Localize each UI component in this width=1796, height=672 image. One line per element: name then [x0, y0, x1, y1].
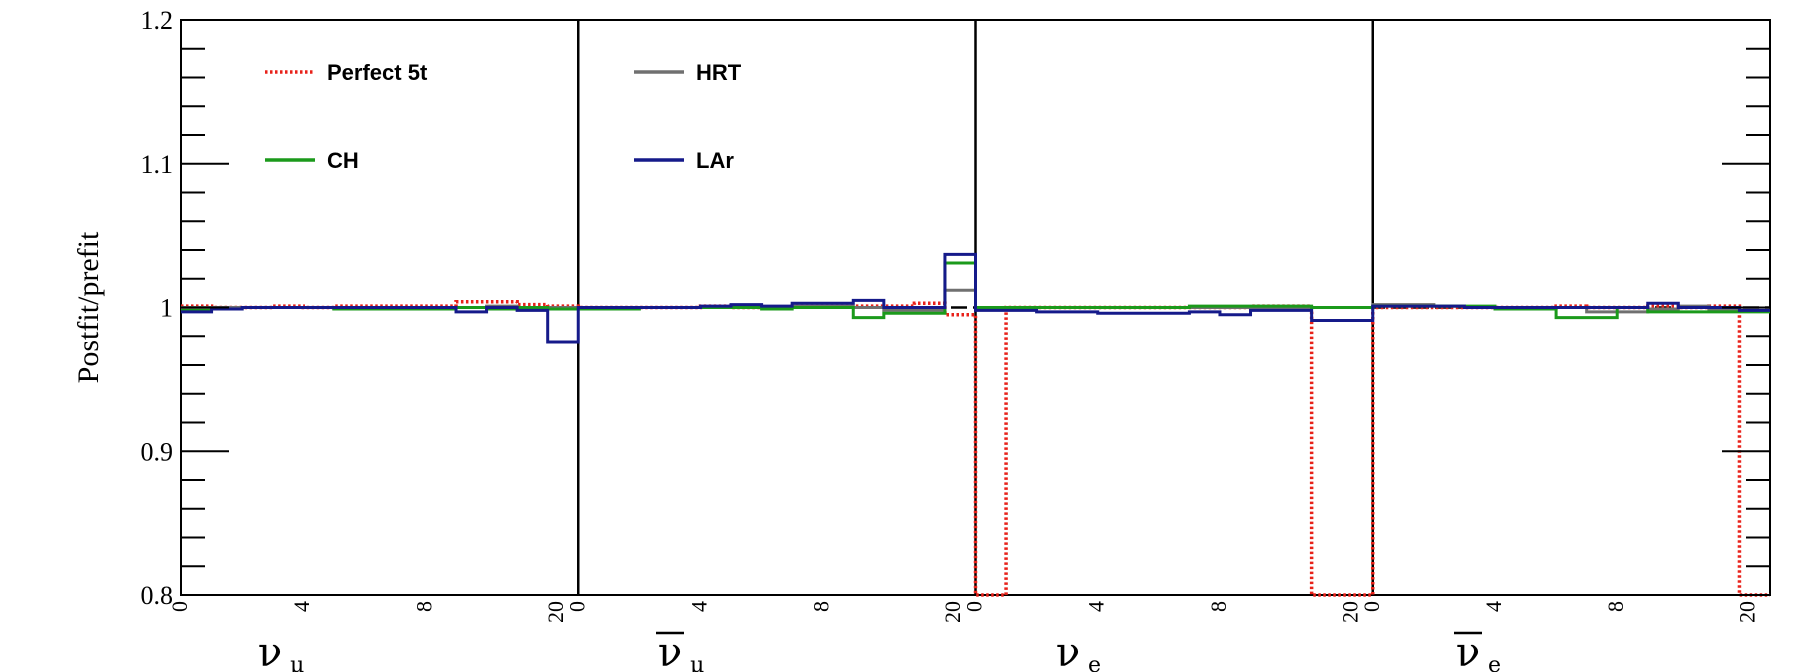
series-layer [181, 252, 1770, 597]
y-tick-label: 1.2 [141, 6, 174, 35]
section-label-subscript: e [1488, 653, 1501, 672]
x-axis: 0 4 8 200 4 8 200 4 8 200 4 8 20 [167, 601, 1760, 623]
y-tick-label: 0.9 [141, 437, 174, 466]
x-tick-label: 0 [1359, 601, 1384, 612]
section-label-symbol: ν [658, 630, 682, 672]
x-tick-label: 4 [289, 601, 314, 612]
x-tick-label: 4 [1084, 601, 1109, 612]
legend-item: CH [265, 148, 359, 173]
x-tick-label: 0 [167, 601, 192, 612]
x-tick-label: 8 [809, 601, 834, 612]
section-label-symbol: ν [1056, 630, 1080, 672]
x-tick-label: 8 [1603, 601, 1628, 612]
section-label-symbol: ν [258, 630, 282, 672]
legend: Perfect 5t HRT CH LAr [265, 60, 742, 173]
y-tick-label: 0.8 [141, 581, 174, 610]
x-tick-label: 0 [564, 601, 589, 612]
x-tick-label: 8 [411, 601, 436, 612]
legend-item: Perfect 5t [265, 60, 428, 85]
x-tick-label: 4 [686, 601, 711, 612]
section-label-symbol: ν [1456, 630, 1480, 672]
series-line [181, 252, 1770, 344]
y-axis: 0.8 0.9 1 1.1 1.2 [141, 6, 1770, 610]
legend-item: LAr [634, 148, 734, 173]
legend-label: LAr [696, 148, 734, 173]
x-tick-label: 4 [1481, 601, 1506, 612]
x-tick-label: 8 [1206, 601, 1231, 612]
legend-label: CH [327, 148, 359, 173]
x-tick-label: 20 [543, 601, 568, 623]
x-tick-label: 20 [1337, 601, 1362, 623]
x-tick-label: 20 [940, 601, 965, 623]
legend-label: HRT [696, 60, 742, 85]
section-label-subscript: μ [290, 653, 304, 672]
x-tick-label: 20 [1735, 601, 1760, 623]
section-label-subscript: e [1088, 653, 1101, 672]
x-tick-label: 0 [962, 601, 987, 612]
section-label-subscript: μ [690, 653, 704, 672]
legend-label: Perfect 5t [327, 60, 428, 85]
y-tick-label: 1 [160, 294, 173, 323]
y-tick-label: 1.1 [141, 150, 174, 179]
y-axis-label: Postfit/prefit [72, 231, 105, 383]
legend-item: HRT [634, 60, 742, 85]
